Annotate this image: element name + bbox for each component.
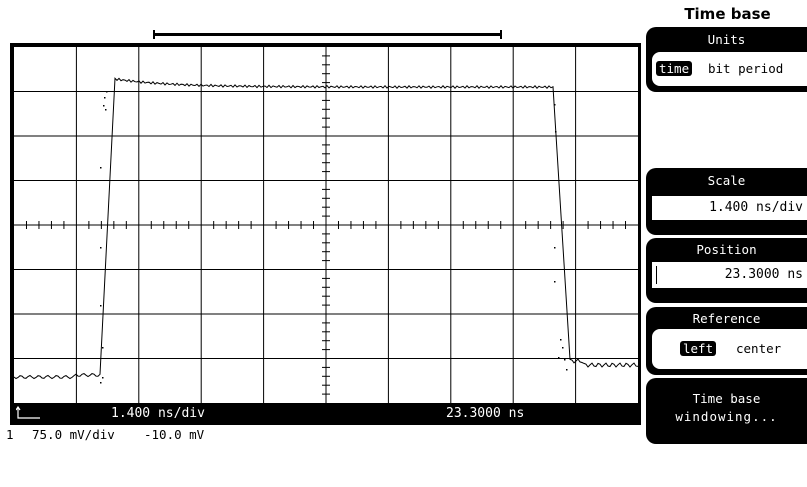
status-timebase-position: 23.3000 ns — [446, 406, 525, 421]
windowing-label-line1: Time base — [692, 391, 761, 406]
scale-label: Scale — [707, 173, 746, 188]
waveform-sample-dots — [100, 91, 568, 384]
sample-dot — [566, 369, 568, 371]
units-option-bit-period[interactable]: bit period — [708, 61, 784, 76]
position-value: 23.3000 ns — [724, 267, 803, 282]
sample-dot — [100, 382, 102, 384]
time-window-bar-right-cap — [500, 30, 502, 39]
waveform-trace — [14, 77, 638, 380]
status-timebase-scale: 1.400 ns/div — [111, 406, 205, 421]
sample-dot — [564, 359, 566, 361]
channel-info: 1 75.0 mV/div -10.0 mV — [4, 427, 204, 487]
channel-offset: -10.0 mV — [144, 427, 205, 442]
channel-number: 1 — [6, 427, 14, 442]
units-option-time[interactable]: time — [656, 61, 693, 76]
scale-softkey[interactable]: Scale 1.400 ns/div — [646, 168, 807, 235]
sample-dot — [103, 105, 105, 107]
sample-dot — [102, 377, 104, 379]
position-label: Position — [696, 242, 757, 257]
sample-dot — [554, 104, 556, 106]
time-window-bar — [153, 30, 502, 39]
sample-dot — [100, 247, 102, 249]
reference-softkey[interactable]: Reference left center — [646, 307, 807, 375]
units-options: time bit period — [652, 52, 807, 86]
sample-dot — [106, 91, 108, 93]
sample-dot — [104, 97, 106, 99]
windowing-label-line2: windowing... — [675, 409, 778, 424]
reference-options: left center — [652, 329, 807, 369]
scale-value-box[interactable]: 1.400 ns/div — [652, 196, 807, 220]
position-softkey[interactable]: Position 23.3000 ns — [646, 238, 807, 303]
sample-dot — [102, 347, 104, 349]
sample-dot — [562, 347, 564, 349]
sample-dot — [100, 305, 102, 307]
position-cursor — [656, 266, 657, 284]
sample-dot — [554, 281, 556, 283]
reference-option-center[interactable]: center — [736, 341, 782, 356]
units-softkey[interactable]: Units time bit period — [646, 27, 807, 92]
sample-dot — [558, 357, 560, 359]
graticule-grid — [14, 47, 638, 403]
sample-dot — [100, 167, 102, 169]
ground-reference-icon — [16, 406, 40, 419]
sample-dot — [105, 109, 107, 111]
sample-dot — [555, 131, 557, 133]
position-value-box[interactable]: 23.3000 ns — [652, 262, 807, 288]
timebase-windowing-softkey[interactable]: Time base windowing... — [646, 378, 807, 444]
menu-title: Time base — [684, 5, 771, 23]
units-label: Units — [707, 32, 746, 47]
waveform-graticule — [14, 47, 638, 403]
time-window-bar-left-cap — [153, 30, 155, 39]
reference-option-left[interactable]: left — [680, 341, 717, 356]
reference-label: Reference — [692, 311, 761, 326]
sample-dot — [560, 339, 562, 341]
sample-dot — [554, 247, 556, 249]
timebase-status-bar: 1.400 ns/div 23.3000 ns — [14, 404, 638, 423]
scale-value: 1.400 ns/div — [709, 200, 803, 215]
channel-scale: 75.0 mV/div — [32, 427, 115, 442]
